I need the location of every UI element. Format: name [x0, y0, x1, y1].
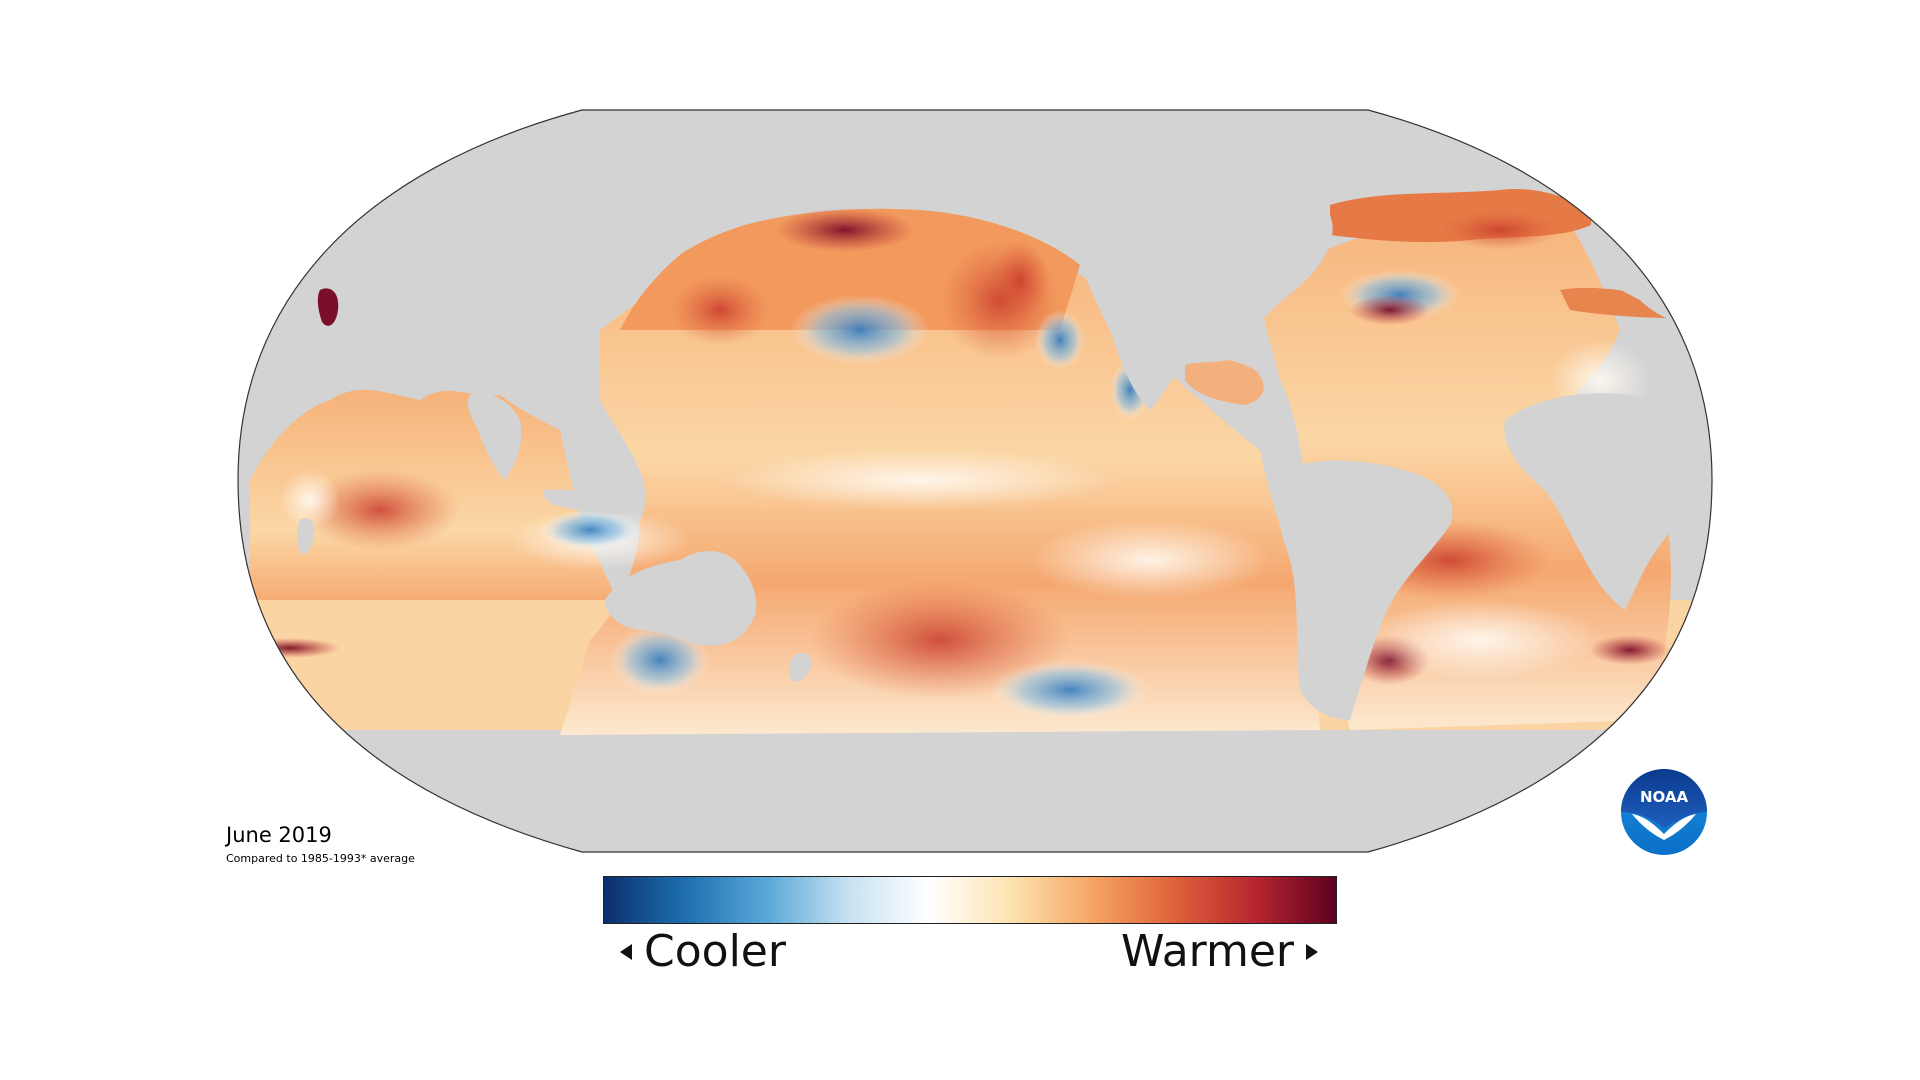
- australia: [605, 551, 757, 646]
- gulf-of-mexico: [1185, 358, 1264, 405]
- warmer-label: Warmer: [1121, 926, 1294, 977]
- legend-warmer: Warmer: [1121, 926, 1318, 977]
- right-arrow-icon: [1306, 944, 1318, 960]
- new-zealand: [789, 653, 812, 682]
- anomaly-highlights: [240, 208, 1670, 720]
- india: [467, 393, 522, 480]
- left-arrow-icon: [620, 944, 632, 960]
- cooler-label: Cooler: [644, 926, 786, 977]
- south-america: [1277, 460, 1453, 720]
- baseline-note: Compared to 1985-1993* average: [226, 852, 415, 865]
- indonesia: [543, 489, 625, 515]
- legend-cooler: Cooler: [620, 926, 786, 977]
- madagascar: [297, 518, 315, 555]
- noaa-logo: NOAA: [1621, 769, 1707, 855]
- noaa-logo-text: NOAA: [1640, 788, 1689, 806]
- eurasia: [240, 110, 1350, 390]
- map-outline: [237, 109, 1713, 853]
- antarctica: [238, 735, 1712, 852]
- north-america: [1070, 184, 1333, 410]
- continents: [238, 110, 1712, 852]
- caspian-sea: [317, 288, 339, 326]
- africa: [1504, 393, 1691, 610]
- color-scale-bar: [603, 876, 1337, 924]
- map-date: June 2019: [226, 823, 332, 847]
